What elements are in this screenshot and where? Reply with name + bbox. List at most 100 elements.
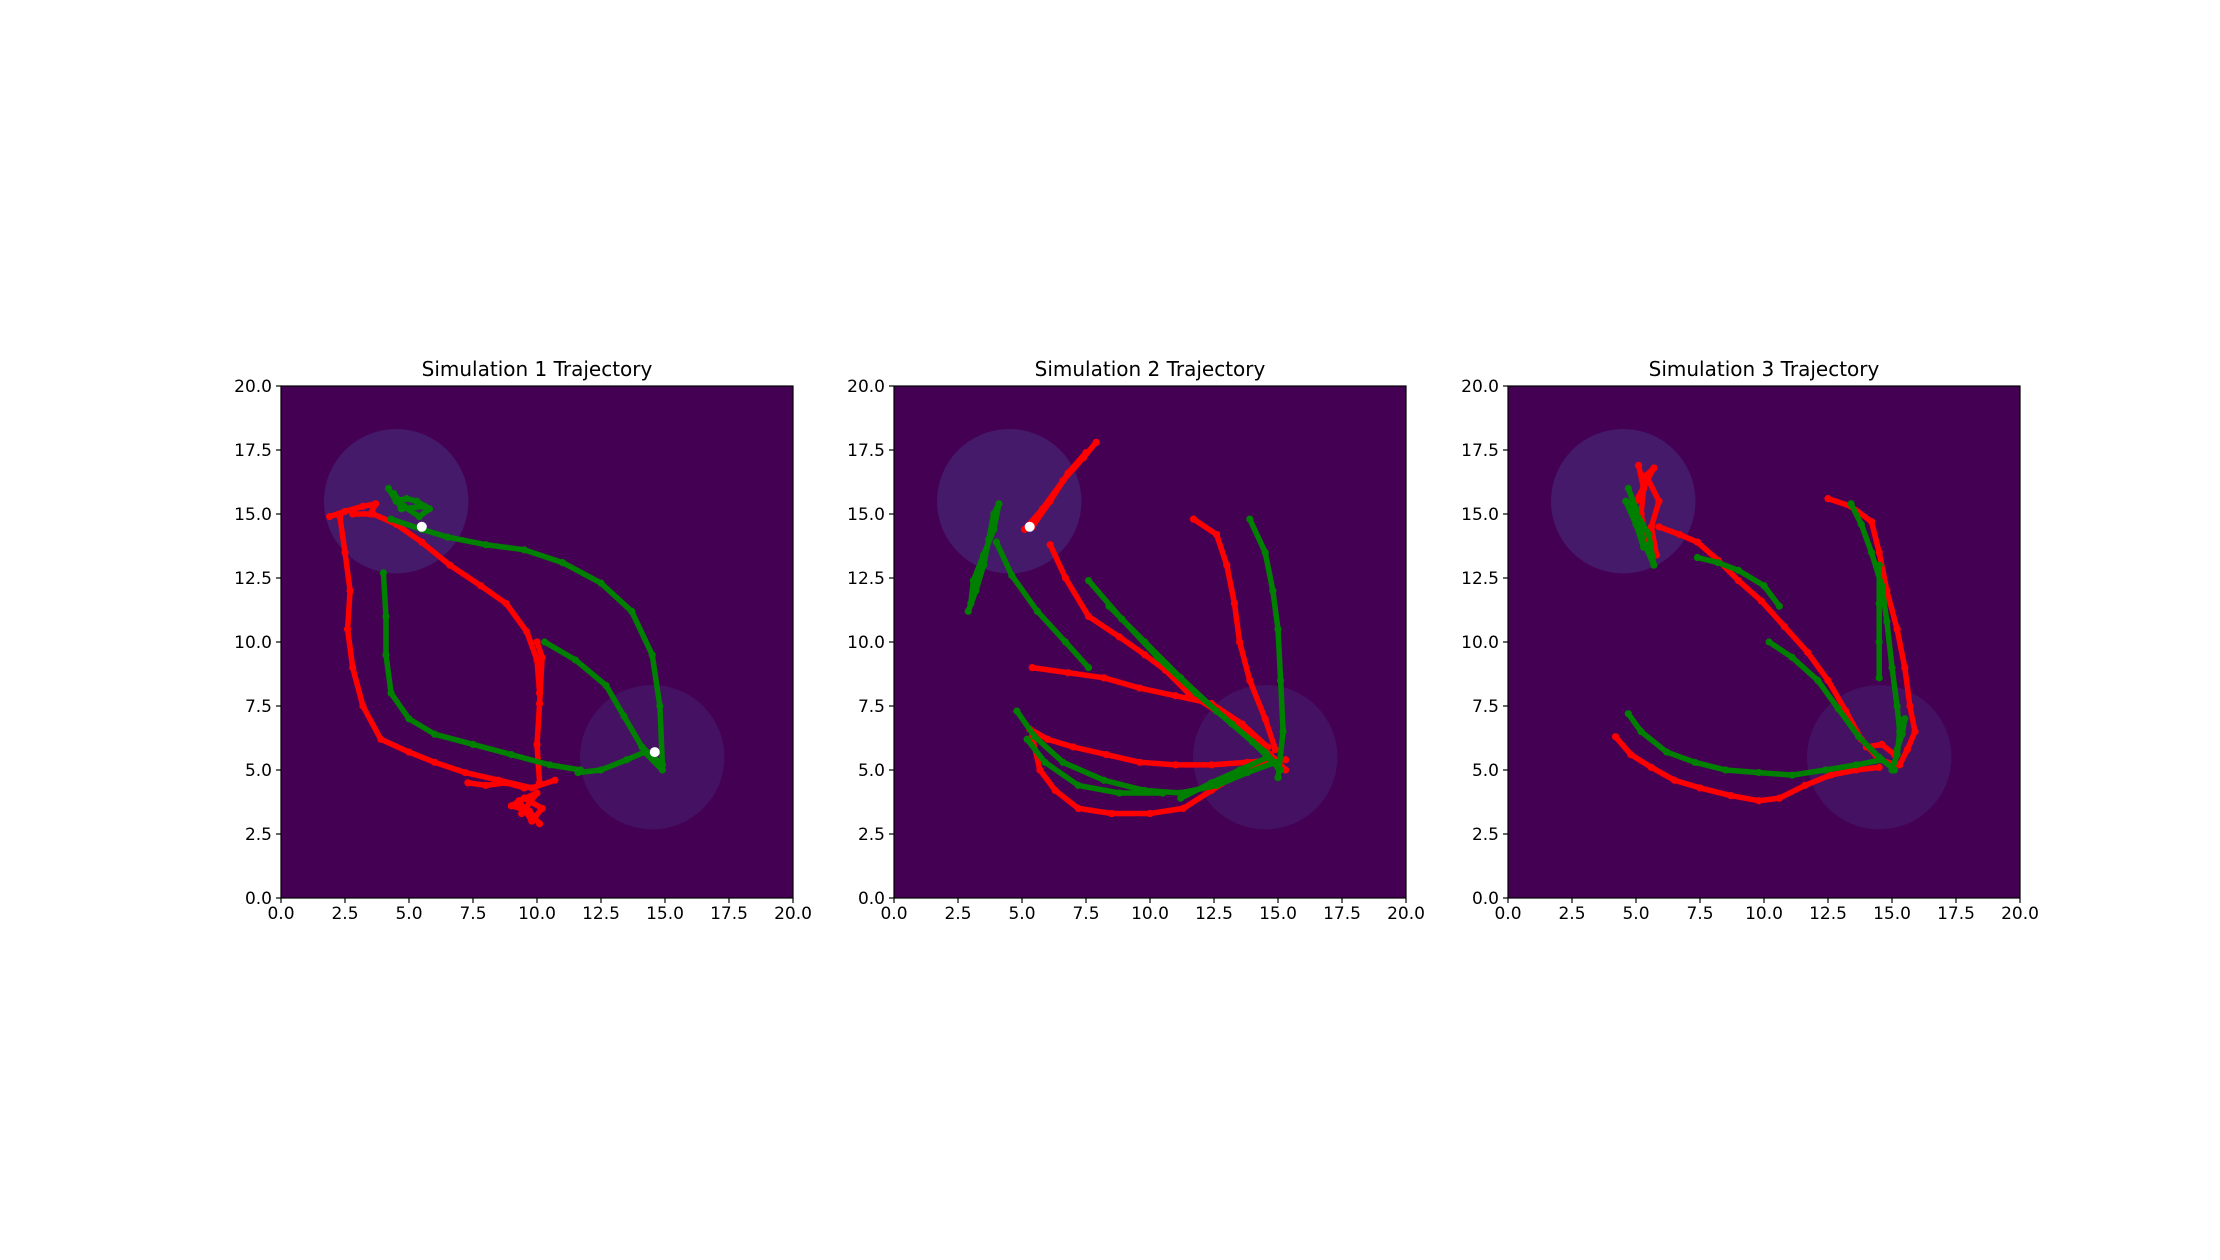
trajectory-point (1734, 566, 1742, 574)
trajectory-point (1867, 518, 1876, 526)
trajectory-point (1901, 715, 1909, 723)
trajectory-point (523, 628, 531, 636)
trajectory-point (477, 582, 485, 590)
trajectory-point (1878, 740, 1886, 749)
y-tick-label: 0.0 (1472, 889, 1499, 909)
y-tick-label: 5.0 (858, 761, 885, 781)
trajectory-point (1875, 548, 1883, 557)
trajectory-point (1282, 766, 1290, 774)
trajectory-point (1212, 707, 1221, 715)
y-tick-label: 12.5 (847, 569, 885, 589)
trajectory-point (464, 779, 472, 787)
trajectory-point (1883, 617, 1891, 626)
trajectory-point (1172, 761, 1180, 769)
trajectory-point (415, 512, 423, 521)
trajectory-point (1637, 728, 1645, 736)
trajectory-point (1755, 768, 1763, 777)
trajectory-point (1890, 766, 1899, 774)
trajectory-point (507, 751, 515, 759)
trajectory-point (1893, 751, 1901, 759)
trajectory-point (359, 702, 367, 710)
trajectory-point (1271, 758, 1280, 766)
trajectory-point (1212, 530, 1221, 539)
trajectory-green-3 (380, 570, 584, 773)
trajectory-point (1223, 561, 1231, 569)
trajectory-point (336, 512, 344, 521)
trajectory-point (571, 656, 580, 664)
trajectory-point (1826, 771, 1835, 779)
trajectory-point (1059, 758, 1067, 766)
trajectory-red-4 (1190, 516, 1279, 753)
trajectory-point (1100, 776, 1108, 784)
trajectory-point (1627, 751, 1635, 759)
trajectory-point (349, 510, 357, 518)
trajectory-point (1246, 515, 1254, 523)
trajectory-point (1624, 484, 1632, 492)
trajectory-point (1008, 571, 1016, 580)
trajectory-point (1092, 438, 1100, 446)
trajectory-point (538, 804, 546, 813)
trajectory-point (1177, 674, 1185, 682)
trajectory-point (1911, 728, 1919, 736)
trajectory-point (1640, 543, 1648, 551)
trajectory-point (418, 538, 426, 546)
trajectory-point (1857, 520, 1865, 528)
x-tick-label: 12.5 (1195, 904, 1233, 924)
trajectory-point (990, 510, 998, 518)
density-ring (936, 428, 1082, 574)
trajectory-point (1875, 561, 1883, 569)
trajectory-point (1714, 559, 1722, 567)
trajectory-point (1765, 638, 1773, 646)
trajectory-green-8 (1177, 754, 1271, 801)
trajectory-point (1082, 448, 1090, 457)
trajectory-point (1061, 638, 1070, 646)
trajectory-point (420, 502, 428, 510)
y-tick-label: 2.5 (858, 825, 885, 845)
x-tick-label: 15.0 (646, 904, 684, 924)
chart-title: Simulation 1 Trajectory (422, 357, 653, 381)
y-tick-label: 20.0 (847, 377, 885, 397)
trajectory-point (1115, 789, 1123, 797)
x-tick-label: 0.0 (1494, 904, 1521, 924)
y-tick-label: 2.5 (1472, 825, 1499, 845)
trajectory-point (482, 781, 490, 789)
trajectory-point (1033, 607, 1041, 615)
trajectory-point (1893, 702, 1901, 710)
trajectory-point (1074, 781, 1082, 789)
trajectory-point (1136, 758, 1144, 766)
trajectory-point (1136, 684, 1144, 692)
y-tick-label: 0.0 (858, 889, 885, 909)
trajectory-point (1824, 676, 1832, 685)
trajectory-point (1693, 553, 1702, 562)
trajectories (1611, 461, 1919, 805)
x-tick-label: 7.5 (459, 904, 486, 924)
trajectory-point (402, 495, 411, 503)
series-red (326, 500, 559, 828)
trajectory-green-4 (1106, 603, 1281, 771)
trajectory-green-1 (965, 501, 1002, 615)
x-tick-label: 15.0 (1873, 904, 1911, 924)
x-tick-label: 5.0 (395, 904, 422, 924)
series-red (1611, 461, 1919, 805)
x-tick-label: 2.5 (331, 904, 358, 924)
trajectory-point (405, 715, 413, 723)
trajectory-point (656, 702, 664, 710)
trajectory-point (1274, 625, 1282, 633)
y-tick-label: 7.5 (858, 697, 885, 717)
y-tick-label: 5.0 (245, 761, 272, 781)
position-marker-1 (416, 521, 427, 532)
trajectory-point (1261, 715, 1269, 723)
x-tick-label: 15.0 (1259, 904, 1297, 924)
y-tick-label: 7.5 (1472, 697, 1499, 717)
trajectory-point (528, 784, 536, 792)
trajectory-point (1264, 753, 1272, 761)
trajectory-point (1172, 692, 1180, 700)
chart-3: 0.0 2.5 5.0 7.5 10.0 12.5 15.0 17.5 20.0 0.0 2.5 5.… (1461, 357, 2039, 924)
y-tick-label: 7.5 (245, 697, 272, 717)
trajectory-green-6 (1625, 710, 1885, 778)
trajectory-point (1051, 786, 1059, 795)
chart-2: 0.0 2.5 5.0 7.5 10.0 12.5 15.0 17.5 20.0 0.0 2.5 5.… (847, 357, 1425, 924)
trajectory-point (1775, 602, 1783, 610)
trajectory-point (1727, 792, 1735, 800)
x-tick-label: 20.0 (774, 904, 812, 924)
